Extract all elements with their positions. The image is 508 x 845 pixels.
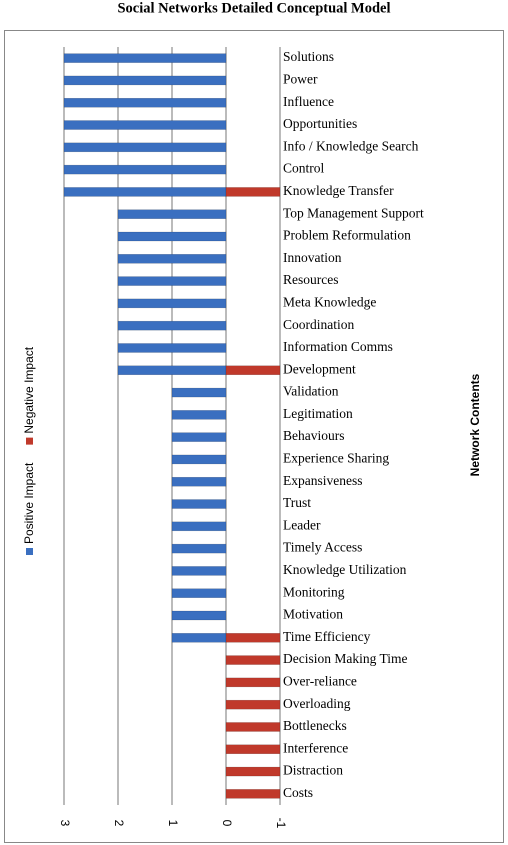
bar: [171, 566, 227, 576]
y-tick-label: Timely Access: [283, 540, 362, 555]
x-tick-label: 1: [166, 820, 180, 827]
y-tick-label: Distraction: [283, 763, 343, 778]
x-tick-label: 3: [58, 820, 72, 827]
y-tick-label: Decision Making Time: [283, 651, 408, 666]
bar: [117, 343, 227, 353]
y-tick-label: Trust: [283, 495, 311, 510]
bar: [171, 476, 227, 487]
bar: [117, 231, 227, 242]
legend-swatch: [26, 548, 33, 555]
bar: [225, 655, 281, 665]
y-tick-label: Bottlenecks: [283, 718, 347, 733]
y-tick-label: Control: [283, 161, 325, 176]
y-tick-label: Problem Reformulation: [283, 228, 411, 243]
chart-title: Social Networks Detailed Conceptual Mode…: [117, 0, 390, 16]
y-tick-label: Costs: [283, 785, 313, 800]
bar: [171, 633, 227, 643]
y-tick-label: Innovation: [283, 250, 342, 265]
bar: [225, 187, 281, 197]
bar: [63, 164, 227, 175]
chart-frame: [4, 30, 504, 843]
bar: [63, 75, 227, 86]
bar: [171, 387, 227, 398]
bar: [117, 320, 227, 331]
bar: [225, 722, 281, 732]
y-tick-label: Over-reliance: [283, 673, 357, 688]
bar: [225, 789, 281, 799]
bar: [171, 521, 227, 532]
y-axis-label: Network Contents: [468, 373, 482, 476]
bar: [171, 499, 227, 509]
legend-label: Positive Impact: [22, 462, 36, 544]
legend-label: Negative Impact: [22, 346, 36, 433]
y-tick-label: Monitoring: [283, 584, 345, 599]
bar: [63, 97, 227, 108]
bar: [117, 209, 227, 219]
y-tick-label: Knowledge Utilization: [283, 562, 407, 577]
legend-swatch: [26, 437, 33, 445]
bar: [225, 766, 281, 777]
x-tick-label: -1: [274, 818, 288, 829]
y-tick-label: Overloading: [283, 696, 351, 711]
bar: [225, 744, 281, 755]
y-tick-label: Top Management Support: [283, 205, 424, 220]
y-tick-label: Meta Knowledge: [283, 294, 376, 309]
bar: [171, 432, 227, 442]
y-tick-label: Solutions: [283, 49, 334, 64]
y-tick-label: Information Comms: [283, 339, 393, 354]
y-tick-label: Knowledge Transfer: [283, 183, 394, 198]
bar: [117, 254, 227, 264]
y-tick-label: Legitimation: [283, 406, 353, 421]
bar: [117, 365, 227, 376]
bar: [225, 633, 281, 643]
bar: [63, 120, 227, 130]
bar: [171, 588, 227, 598]
y-tick-label: Resources: [283, 272, 338, 287]
y-tick-label: Motivation: [283, 607, 343, 622]
y-tick-label: Validation: [283, 384, 339, 399]
y-tick-label: Power: [283, 72, 318, 87]
legend: Positive Impact Negative Impact: [22, 346, 36, 555]
bar: [171, 543, 227, 554]
y-tick-label: Opportunities: [283, 116, 357, 131]
bar: [63, 53, 227, 63]
y-tick-label: Leader: [283, 517, 321, 532]
y-tick-label: Interference: [283, 740, 348, 755]
bar: [63, 187, 227, 197]
bar: [171, 454, 227, 465]
bar: [225, 677, 281, 688]
x-tick-label: 2: [112, 820, 126, 827]
bar: [225, 699, 281, 710]
bar: [117, 276, 227, 286]
y-tick-label: Development: [283, 361, 356, 376]
bar: [171, 410, 227, 420]
y-tick-label: Influence: [283, 94, 334, 109]
y-tick-label: Expansiveness: [283, 473, 362, 488]
x-tick-label: 0: [220, 820, 234, 827]
bar: [171, 610, 227, 621]
y-tick-label: Behaviours: [283, 428, 345, 443]
bar: [117, 298, 227, 309]
y-tick-label: Info / Knowledge Search: [283, 138, 419, 153]
y-tick-label: Experience Sharing: [283, 451, 389, 466]
bar: [225, 365, 281, 376]
y-tick-label: Time Efficiency: [283, 629, 371, 644]
y-tick-label: Coordination: [283, 317, 354, 332]
bar: [63, 142, 227, 153]
